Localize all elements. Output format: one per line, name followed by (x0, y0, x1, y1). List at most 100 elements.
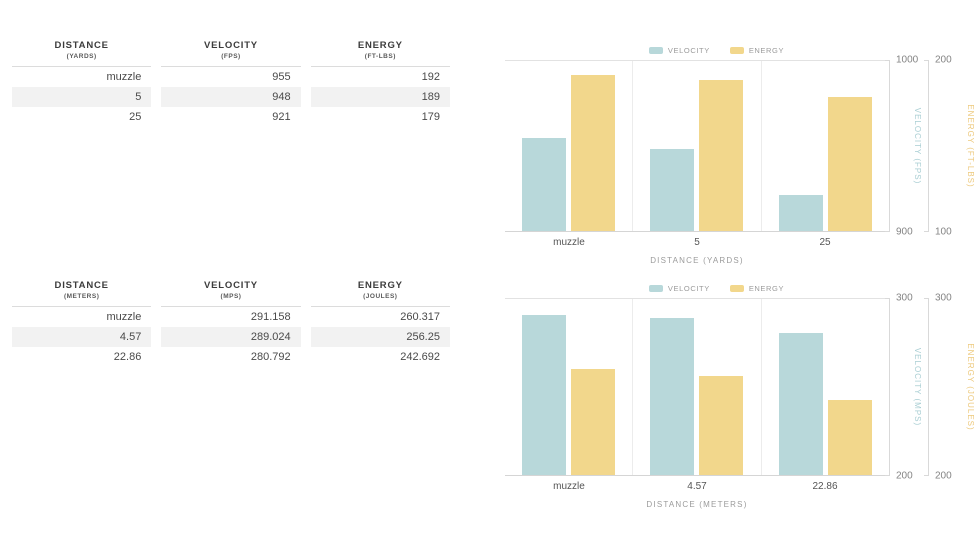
x-tick-label: 5 (694, 237, 700, 248)
bar-velocity-muzzle[interactable] (522, 314, 567, 475)
chart-legend: VELOCITY ENERGY (505, 282, 928, 294)
table-cell: 280.792 (250, 351, 291, 363)
velocity-axis-min-tick: 900 (896, 226, 913, 238)
bar-energy-22.86[interactable] (827, 399, 872, 475)
legend-item-energy[interactable]: ENERGY (729, 283, 785, 293)
column-header-unit: (FPS) (221, 53, 241, 60)
table-cell: 189 (310, 87, 450, 107)
chart-yards: VELOCITY ENERGY 1000 900 VELOCITY (FPS) … (505, 44, 978, 265)
bar-energy-muzzle[interactable] (571, 368, 616, 475)
velocity-axis: 1000 900 VELOCITY (FPS) (885, 55, 928, 238)
bar-group-muzzle (505, 299, 632, 475)
velocity-axis-min-tick: 200 (896, 470, 913, 482)
legend-item-energy[interactable]: ENERGY (729, 45, 785, 55)
column-header-energy: ENERGY (FT-LBS) (310, 40, 450, 67)
energy-axis-title: ENERGY (FT-LBS) (966, 104, 975, 188)
legend-swatch-velocity (648, 46, 663, 54)
legend-item-velocity[interactable]: VELOCITY (648, 283, 710, 293)
table-cell: 955 (272, 71, 291, 83)
table-cell: 948 (161, 87, 301, 107)
table-yards: DISTANCE (YARDS) VELOCITY (FPS) ENERGY (FT-LB… (12, 40, 450, 127)
column-header-unit: (YARDS) (66, 53, 97, 60)
plot-area (505, 60, 889, 232)
chart-meters: VELOCITY ENERGY 300 200 VELOCITY (MPS) 3… (505, 282, 978, 509)
energy-axis: 300 200 ENERGY (JOULES) (924, 293, 978, 482)
table-cell: 260.317 (400, 311, 440, 323)
x-tick-label: muzzle (553, 481, 585, 492)
table-cell: 921 (272, 111, 291, 123)
energy-axis-max-tick: 200 (935, 54, 952, 66)
column-header-label: ENERGY (357, 280, 403, 291)
energy-axis-max-tick: 300 (935, 292, 952, 304)
table-cell: muzzle (106, 71, 142, 83)
column-header-unit: (JOULES) (363, 293, 398, 300)
x-axis-labels: muzzle 4.57 22.86 (505, 476, 889, 492)
bar-velocity-4.57[interactable] (650, 318, 695, 475)
table-cell: 256.25 (310, 327, 450, 347)
bar-velocity-25[interactable] (778, 195, 823, 231)
column-header-label: DISTANCE (54, 280, 109, 291)
bar-velocity-22.86[interactable] (778, 332, 823, 475)
energy-axis-min-tick: 100 (935, 226, 952, 238)
column-header-velocity: VELOCITY (MPS) (161, 280, 301, 307)
column-header-label: VELOCITY (204, 40, 258, 51)
x-tick-label: 4.57 (687, 481, 707, 492)
table-cell: 192 (421, 71, 440, 83)
column-header-energy: ENERGY (JOULES) (310, 280, 450, 307)
x-axis-labels: muzzle 5 25 (505, 232, 889, 248)
energy-axis-min-tick: 200 (935, 470, 952, 482)
bar-energy-5[interactable] (699, 79, 744, 231)
legend-item-velocity[interactable]: VELOCITY (648, 45, 710, 55)
column-header-label: ENERGY (357, 40, 403, 51)
bar-velocity-5[interactable] (650, 149, 695, 231)
legend-label-velocity: VELOCITY (667, 45, 710, 55)
legend-label-energy: ENERGY (748, 45, 785, 55)
bar-energy-4.57[interactable] (699, 376, 744, 475)
legend-swatch-energy (729, 46, 744, 54)
legend-swatch-velocity (648, 284, 663, 292)
x-axis-title: DISTANCE (METERS) (646, 500, 748, 509)
x-axis-title: DISTANCE (YARDS) (650, 256, 744, 265)
column-header-distance: DISTANCE (YARDS) (12, 40, 152, 67)
column-header-label: DISTANCE (54, 40, 109, 51)
table-cell: 242.692 (400, 351, 440, 363)
velocity-axis-max-tick: 300 (896, 292, 913, 304)
velocity-axis-title: VELOCITY (FPS) (913, 107, 922, 185)
bar-group-5 (632, 61, 760, 231)
velocity-axis: 300 200 VELOCITY (MPS) (885, 293, 928, 482)
table-cell: 4.57 (12, 327, 152, 347)
column-header-distance: DISTANCE (METERS) (12, 280, 152, 307)
column-header-unit: (FT-LBS) (364, 53, 396, 60)
bar-group-25 (760, 61, 889, 231)
bar-group-muzzle (505, 61, 632, 231)
column-header-velocity: VELOCITY (FPS) (161, 40, 301, 67)
bar-group-4.57 (632, 299, 760, 475)
legend-swatch-energy (729, 284, 744, 292)
column-header-unit: (METERS) (63, 293, 100, 300)
table-cell: 25 (129, 111, 142, 123)
energy-axis: 200 100 ENERGY (FT-LBS) (924, 55, 978, 238)
chart-legend: VELOCITY ENERGY (505, 44, 928, 56)
table-cell: 291.158 (250, 311, 291, 323)
column-header-unit: (MPS) (220, 293, 242, 300)
velocity-axis-title: VELOCITY (MPS) (913, 347, 922, 427)
table-meters: DISTANCE (METERS) VELOCITY (MPS) ENERGY (JOUL… (12, 280, 450, 367)
table-cell: 289.024 (161, 327, 301, 347)
legend-label-energy: ENERGY (748, 283, 785, 293)
table-cell: muzzle (106, 311, 142, 323)
bar-energy-25[interactable] (827, 96, 872, 231)
legend-label-velocity: VELOCITY (667, 283, 710, 293)
bar-velocity-muzzle[interactable] (522, 137, 567, 231)
energy-axis-title: ENERGY (JOULES) (966, 343, 975, 431)
column-header-label: VELOCITY (204, 280, 258, 291)
table-cell: 22.86 (113, 351, 142, 363)
velocity-axis-max-tick: 1000 (896, 54, 919, 66)
table-cell: 179 (421, 111, 440, 123)
bar-group-22.86 (760, 299, 889, 475)
plot-area (505, 298, 889, 476)
x-tick-label: muzzle (553, 237, 585, 248)
bar-energy-muzzle[interactable] (571, 74, 616, 231)
x-tick-label: 22.86 (812, 481, 838, 492)
table-cell: 5 (12, 87, 152, 107)
